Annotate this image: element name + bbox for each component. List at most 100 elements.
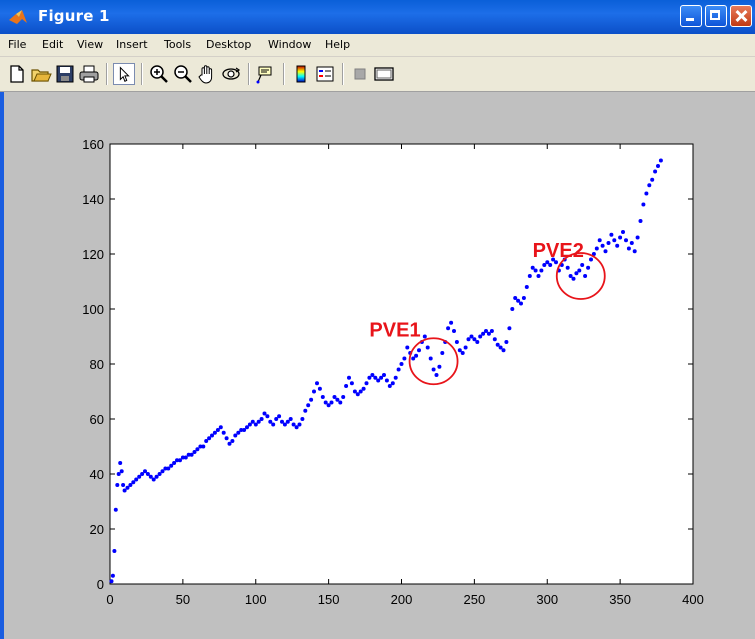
show-plot-tools-icon[interactable] xyxy=(373,63,395,85)
maximize-button[interactable] xyxy=(705,5,727,27)
menu-desktop[interactable]: Desktop xyxy=(206,38,252,51)
data-point xyxy=(411,356,416,361)
colorbar-icon[interactable] xyxy=(290,63,312,85)
data-point xyxy=(224,436,229,441)
window-border xyxy=(0,92,4,639)
y-tick-label: 0 xyxy=(97,577,104,592)
data-point xyxy=(183,455,188,460)
data-point xyxy=(341,395,346,399)
data-point xyxy=(329,400,334,405)
menu-tools[interactable]: Tools xyxy=(164,38,192,51)
data-point xyxy=(658,158,663,163)
data-point xyxy=(163,466,168,471)
toolbar-separator xyxy=(141,63,143,85)
data-point xyxy=(221,430,226,435)
y-tick-label: 100 xyxy=(82,302,104,317)
y-tick-label: 140 xyxy=(82,192,104,207)
data-point xyxy=(151,477,156,482)
zoom-out-icon[interactable] xyxy=(172,63,194,85)
data-point xyxy=(253,422,258,427)
data-point xyxy=(524,285,529,289)
data-point xyxy=(516,298,521,303)
toolbar-separator xyxy=(106,63,108,85)
data-point xyxy=(428,356,433,361)
data-point xyxy=(583,274,588,278)
data-point xyxy=(519,301,523,306)
data-point xyxy=(542,263,547,267)
data-point xyxy=(393,375,398,380)
data-point xyxy=(285,419,290,424)
data-point xyxy=(656,164,660,168)
data-point xyxy=(297,422,302,427)
data-point xyxy=(548,263,553,267)
annotations: PVE1 PVE2 xyxy=(369,240,606,386)
data-point xyxy=(125,485,130,490)
x-tick-label: 100 xyxy=(245,592,267,607)
print-icon[interactable] xyxy=(78,63,100,85)
rotate-3d-icon[interactable] xyxy=(220,63,242,85)
legend-icon[interactable] xyxy=(314,63,336,85)
data-point xyxy=(533,268,538,273)
data-point xyxy=(262,411,267,416)
data-point xyxy=(486,331,491,336)
data-point xyxy=(475,340,480,344)
menu-view[interactable]: View xyxy=(77,38,104,51)
data-point xyxy=(626,246,631,251)
data-point xyxy=(653,169,658,174)
data-point xyxy=(113,507,118,512)
data-point xyxy=(478,334,483,339)
data-point xyxy=(396,367,401,372)
save-icon[interactable] xyxy=(54,63,76,85)
data-point xyxy=(501,348,506,353)
open-folder-icon[interactable] xyxy=(30,63,52,85)
data-point xyxy=(157,472,162,476)
menu-edit[interactable]: Edit xyxy=(42,38,64,51)
data-point xyxy=(586,265,591,270)
data-point xyxy=(247,422,252,427)
minimize-button[interactable] xyxy=(680,5,702,27)
data-point xyxy=(373,375,378,380)
data-point xyxy=(414,353,419,358)
data-point xyxy=(143,469,147,474)
data-point xyxy=(116,472,121,476)
data-point xyxy=(154,474,159,479)
data-cursor-icon[interactable] xyxy=(255,63,277,85)
data-point xyxy=(204,439,209,443)
data-point xyxy=(484,329,488,333)
menu-window[interactable]: Window xyxy=(268,38,312,51)
data-point xyxy=(609,232,614,237)
new-file-icon[interactable] xyxy=(6,63,28,85)
data-point xyxy=(469,334,474,339)
data-point xyxy=(370,373,375,377)
data-point xyxy=(650,177,655,182)
data-point xyxy=(606,241,611,245)
pointer-icon[interactable] xyxy=(113,63,135,85)
pan-hand-icon[interactable] xyxy=(196,63,218,85)
data-point xyxy=(274,417,279,421)
data-point xyxy=(338,400,343,405)
data-point xyxy=(591,252,596,256)
data-point xyxy=(160,469,165,474)
toolbar-separator xyxy=(248,63,250,85)
data-point xyxy=(122,488,127,493)
data-point xyxy=(527,274,532,278)
menu-file[interactable]: File xyxy=(8,38,27,51)
hide-plot-tools-icon[interactable] xyxy=(349,63,371,85)
data-point xyxy=(641,202,646,207)
axis-ticks xyxy=(109,143,694,585)
y-tick-label: 60 xyxy=(90,412,104,427)
data-point xyxy=(565,265,570,270)
close-button[interactable] xyxy=(730,5,752,27)
menu-insert[interactable]: Insert xyxy=(116,38,148,51)
data-point xyxy=(632,249,637,254)
data-point xyxy=(612,238,617,243)
title-bar[interactable]: Figure 1 xyxy=(0,0,755,34)
y-tick-label: 120 xyxy=(82,247,104,262)
data-point xyxy=(463,345,468,350)
data-point xyxy=(574,271,579,276)
menu-help[interactable]: Help xyxy=(325,38,351,51)
data-point xyxy=(166,466,171,471)
data-point xyxy=(320,395,325,399)
zoom-in-icon[interactable] xyxy=(148,63,170,85)
data-point xyxy=(335,397,340,402)
